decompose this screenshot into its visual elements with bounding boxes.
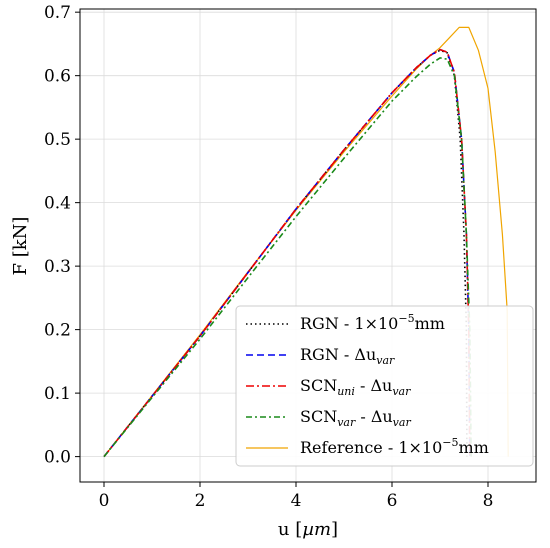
y-tick-label: 0.0: [44, 448, 71, 468]
y-tick-label: 0.1: [44, 384, 71, 404]
y-tick-label: 0.2: [44, 321, 71, 341]
plot-frame: [79, 8, 537, 483]
y-tick-label: 0.5: [44, 130, 71, 150]
x-tick-label: 6: [387, 491, 398, 511]
legend: RGN - 1×10−5mm RGN - Δuvar SCNuni - Δuvar S…: [235, 305, 534, 467]
series-line-3: [103, 57, 472, 458]
legend-label-2: SCNuni - Δuvar: [300, 376, 411, 398]
x-tick-label: 8: [483, 491, 494, 511]
x-tick-label: 2: [195, 491, 206, 511]
y-tick-label: 0.7: [44, 3, 71, 23]
y-axis-label: F [kN]: [10, 217, 31, 276]
legend-label-3: SCNvar - Δuvar: [300, 407, 411, 429]
series-group: [103, 26, 509, 458]
legend-label-1: RGN - Δuvar: [300, 345, 395, 367]
legend-label-4: Reference - 1×10−5mm: [300, 436, 489, 457]
y-tick-label: 0.6: [44, 67, 71, 87]
x-tick-label: 0: [99, 491, 110, 511]
y-tick-label: 0.3: [44, 257, 71, 277]
y-tick-label: 0.4: [44, 194, 71, 214]
ticks: 0 2 4 6 8 0.0 0.1 0.2 0.3 0.4 0.5 0.6 0.7: [44, 3, 493, 511]
legend-label-0: RGN - 1×10−5mm: [300, 312, 445, 333]
x-axis-label: u [µm]: [278, 519, 338, 540]
legend-box: [235, 305, 534, 467]
x-tick-label: 4: [291, 491, 302, 511]
